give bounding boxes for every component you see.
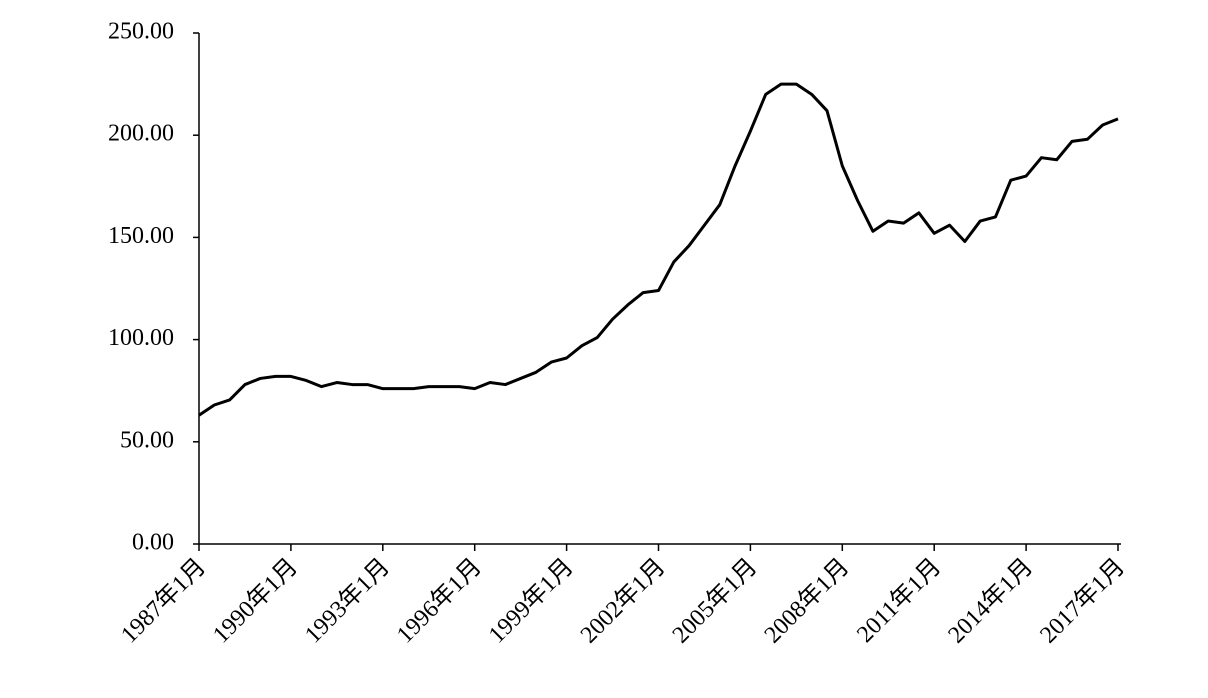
series-line: [198, 82, 1119, 417]
x-tick-label: 1990年1月: [208, 553, 303, 648]
x-tick-label: 1999年1月: [483, 553, 578, 648]
y-tick-label: 100.00: [108, 325, 174, 351]
x-tick-label: 2008年1月: [759, 553, 854, 648]
x-tick-label: 2014年1月: [943, 553, 1038, 648]
x-tick-label: 2002年1月: [575, 553, 670, 648]
x-tick-label: 2017年1月: [1035, 553, 1130, 648]
y-tick-label: 50.00: [120, 427, 174, 453]
y-tick-label: 250.00: [108, 19, 174, 45]
x-tick-label: 2011年1月: [852, 553, 947, 648]
x-tick-label: 1987年1月: [116, 553, 211, 648]
x-tick-label: 2005年1月: [667, 553, 762, 648]
x-tick-label: 1996年1月: [391, 553, 486, 648]
y-tick-label: 0.00: [132, 530, 174, 556]
y-tick-label: 150.00: [108, 223, 174, 249]
y-tick-label: 200.00: [108, 121, 174, 147]
x-tick-label: 1993年1月: [299, 553, 394, 648]
